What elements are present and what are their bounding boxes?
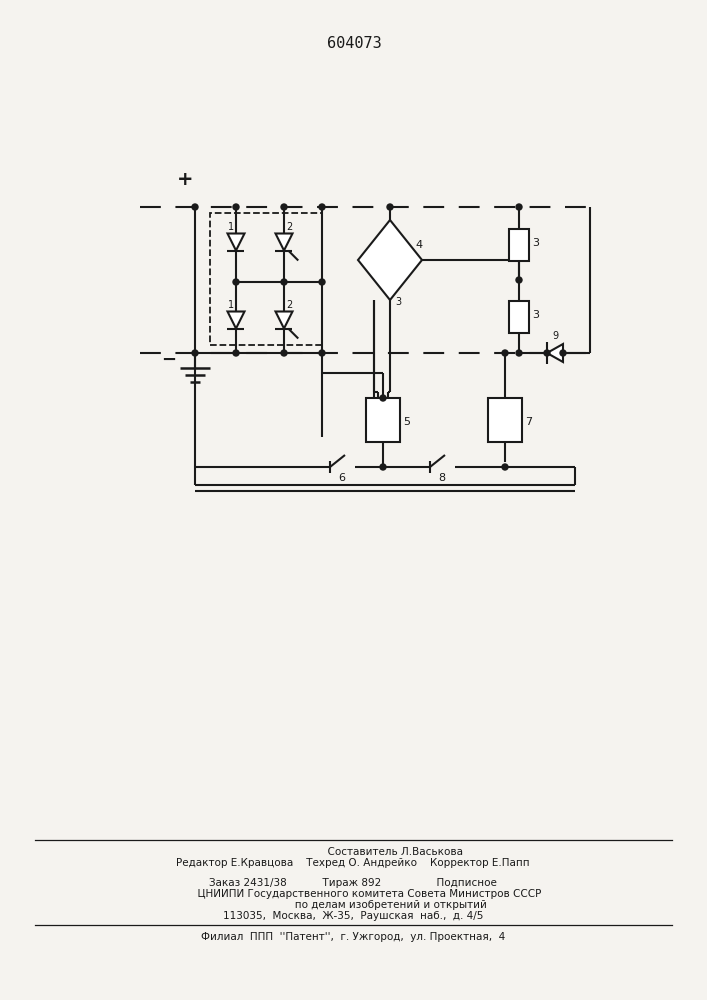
Circle shape (281, 350, 287, 356)
Text: −: − (161, 351, 177, 369)
Circle shape (544, 350, 550, 356)
Text: 3: 3 (532, 310, 539, 320)
Text: 7: 7 (525, 417, 532, 427)
Circle shape (516, 204, 522, 210)
Circle shape (380, 395, 386, 401)
Circle shape (516, 350, 522, 356)
Polygon shape (276, 312, 293, 328)
Circle shape (319, 350, 325, 356)
Text: 1: 1 (228, 222, 234, 232)
Text: +: + (177, 170, 193, 189)
Text: Редактор Е.Кравцова    Техред О. Андрейко    Корректор Е.Папп: Редактор Е.Кравцова Техред О. Андрейко К… (176, 858, 530, 868)
Polygon shape (228, 233, 245, 250)
Text: Заказ 2431/38           Тираж 892                 Подписное: Заказ 2431/38 Тираж 892 Подписное (209, 878, 497, 888)
Polygon shape (547, 344, 563, 362)
Circle shape (319, 279, 325, 285)
Bar (210, 213, 322, 345)
Text: 1: 1 (228, 300, 234, 310)
Polygon shape (358, 220, 422, 300)
Circle shape (387, 204, 393, 210)
Text: 2: 2 (286, 222, 292, 232)
Text: 3: 3 (532, 238, 539, 248)
Circle shape (233, 350, 239, 356)
Text: 4: 4 (415, 240, 422, 250)
Circle shape (516, 277, 522, 283)
Circle shape (281, 279, 287, 285)
Circle shape (233, 204, 239, 210)
Circle shape (319, 204, 325, 210)
Polygon shape (228, 312, 245, 328)
Circle shape (192, 350, 198, 356)
Text: по делам изобретений и открытий: по делам изобретений и открытий (220, 900, 486, 910)
Text: Составитель Л.Васькова: Составитель Л.Васькова (243, 847, 463, 857)
Text: 8: 8 (438, 473, 445, 483)
Text: Филиал  ППП  ''Патент'',  г. Ужгород,  ул. Проектная,  4: Филиал ППП ''Патент'', г. Ужгород, ул. П… (201, 932, 505, 942)
Bar (509, 229, 529, 261)
Polygon shape (276, 233, 293, 250)
Text: 9: 9 (552, 331, 558, 341)
Text: 2: 2 (286, 300, 292, 310)
Circle shape (560, 350, 566, 356)
Text: 6: 6 (339, 473, 346, 483)
Circle shape (502, 350, 508, 356)
Circle shape (281, 204, 287, 210)
Text: ЦНИИПИ Государственного комитета Совета Министров СССР: ЦНИИПИ Государственного комитета Совета … (165, 889, 541, 899)
Circle shape (502, 464, 508, 470)
Text: 113035,  Москва,  Ж-35,  Раушская  наб.,  д. 4/5: 113035, Москва, Ж-35, Раушская наб., д. … (223, 911, 483, 921)
Text: 604073: 604073 (327, 35, 381, 50)
Text: 3: 3 (395, 297, 401, 307)
Circle shape (192, 204, 198, 210)
Bar (488, 398, 522, 442)
Circle shape (233, 279, 239, 285)
Bar (509, 301, 529, 333)
Bar (366, 398, 400, 442)
Text: 5: 5 (403, 417, 410, 427)
Circle shape (380, 464, 386, 470)
